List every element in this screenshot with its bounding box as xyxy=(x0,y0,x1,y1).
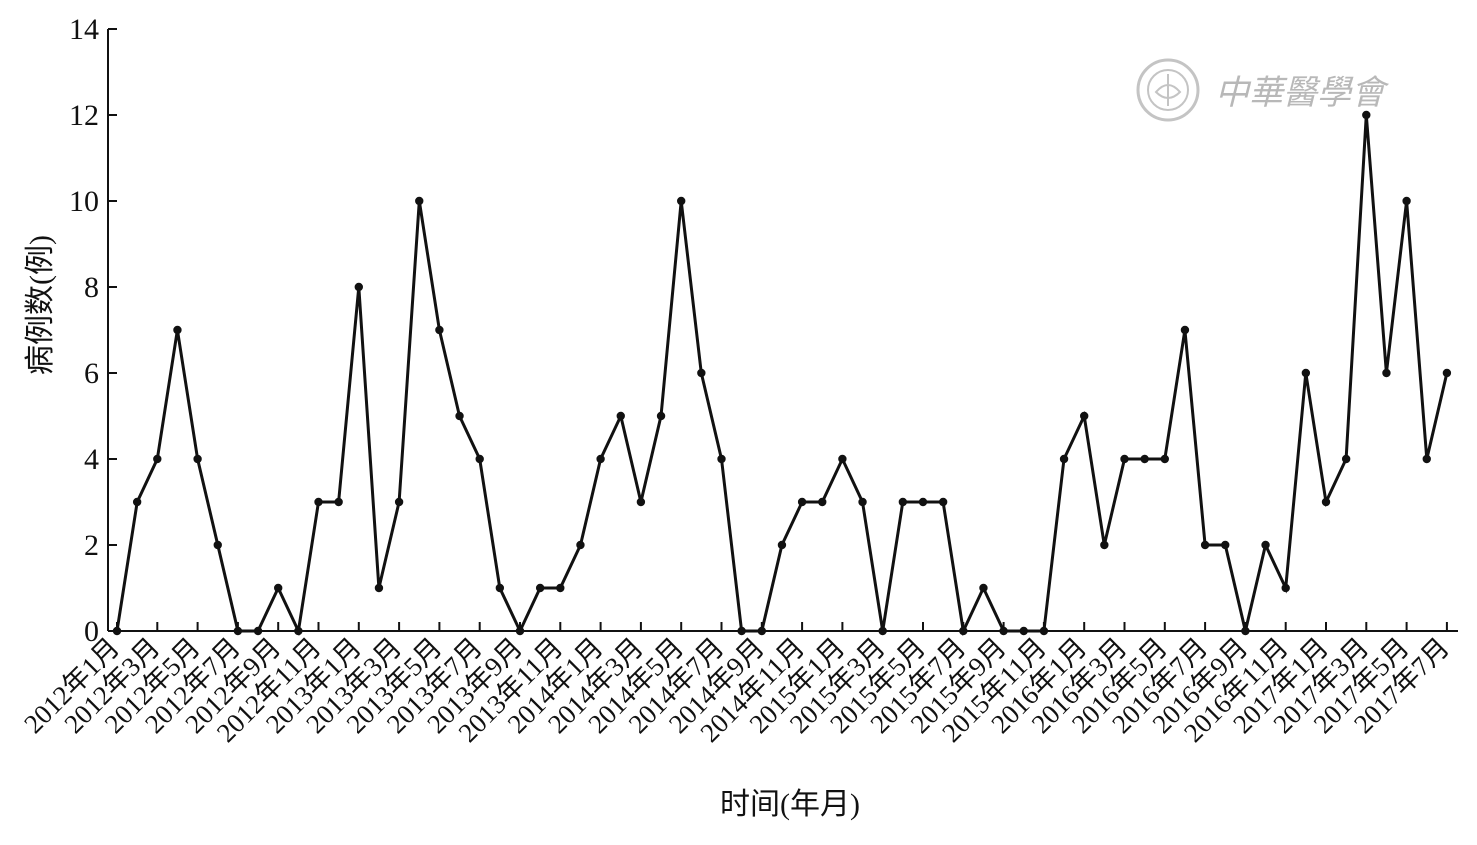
data-point xyxy=(1241,626,1250,636)
data-point xyxy=(1140,454,1149,464)
data-point xyxy=(1281,583,1290,593)
data-point xyxy=(132,497,142,507)
watermark-text: 中華醫學會 xyxy=(1215,75,1390,112)
series-group xyxy=(112,110,1452,637)
data-point xyxy=(193,454,202,464)
data-point xyxy=(495,583,505,593)
data-point xyxy=(878,626,887,636)
y-tick-label: 0 xyxy=(84,615,99,648)
data-point xyxy=(274,583,283,593)
data-point xyxy=(1200,540,1210,550)
series-line xyxy=(115,114,1449,637)
data-point xyxy=(938,497,948,507)
data-point xyxy=(838,454,847,464)
data-point xyxy=(1301,368,1311,378)
data-point xyxy=(233,626,243,636)
data-point xyxy=(535,583,545,593)
data-point xyxy=(556,583,565,593)
data-point xyxy=(717,454,726,464)
data-point xyxy=(898,497,908,507)
y-axis-title: 病例数(例) xyxy=(24,235,57,375)
data-point xyxy=(394,497,404,507)
data-point xyxy=(1120,454,1129,464)
data-point xyxy=(656,411,666,421)
watermark-seal-icon xyxy=(1136,58,1200,122)
data-point xyxy=(1059,454,1069,464)
y-tick-label: 4 xyxy=(84,443,99,476)
data-point xyxy=(979,583,988,593)
y-tick-label: 14 xyxy=(69,13,99,46)
data-point xyxy=(1160,454,1170,464)
data-point xyxy=(697,368,706,378)
data-point xyxy=(1382,368,1391,378)
data-point xyxy=(475,454,484,464)
data-point xyxy=(213,540,222,550)
data-point xyxy=(334,497,343,507)
axes xyxy=(107,29,1458,632)
data-point xyxy=(1402,196,1411,206)
data-point xyxy=(737,626,746,636)
data-point xyxy=(1321,497,1331,507)
data-point xyxy=(797,497,807,507)
data-point xyxy=(515,626,525,636)
data-point xyxy=(173,325,182,335)
data-point xyxy=(636,497,646,507)
data-point xyxy=(435,325,444,335)
data-point xyxy=(1362,110,1371,120)
data-point xyxy=(918,497,928,507)
x-axis-title: 时间(年月) xyxy=(720,788,860,821)
data-point xyxy=(314,497,323,507)
data-point xyxy=(818,497,827,507)
watermark: 中華醫學會 xyxy=(1136,58,1390,122)
data-point xyxy=(294,626,303,636)
data-point xyxy=(455,411,464,421)
data-point xyxy=(1221,540,1230,550)
y-tick-label: 8 xyxy=(84,271,99,304)
data-point xyxy=(253,626,263,636)
data-point xyxy=(999,626,1008,636)
data-point xyxy=(1261,540,1270,550)
data-point xyxy=(1180,325,1190,335)
data-point xyxy=(1422,454,1431,464)
data-point xyxy=(1341,454,1351,464)
data-point xyxy=(112,626,122,636)
data-point xyxy=(858,497,867,507)
data-point xyxy=(415,196,424,206)
data-point xyxy=(354,282,363,292)
data-point xyxy=(777,540,787,550)
data-point xyxy=(757,626,766,636)
data-point xyxy=(374,583,384,593)
data-point xyxy=(1100,540,1109,550)
y-tick-label: 6 xyxy=(84,357,99,390)
data-point xyxy=(677,196,686,206)
data-point xyxy=(616,411,625,421)
x-axis-ticks: 2012年1月2012年3月2012年5月2012年7月2012年9月2012年… xyxy=(18,622,1455,748)
y-tick-label: 12 xyxy=(69,99,99,132)
data-point xyxy=(1019,626,1028,636)
y-tick-label: 10 xyxy=(69,185,99,218)
y-axis-ticks: 0 2 4 6 8 10 12 14 xyxy=(69,13,117,648)
data-point xyxy=(153,454,162,464)
data-point xyxy=(576,540,585,550)
data-point xyxy=(959,626,968,636)
data-point xyxy=(1039,626,1049,636)
data-point xyxy=(596,454,605,464)
data-point xyxy=(1080,411,1089,421)
data-point xyxy=(1442,368,1452,378)
y-tick-label: 2 xyxy=(84,529,99,562)
